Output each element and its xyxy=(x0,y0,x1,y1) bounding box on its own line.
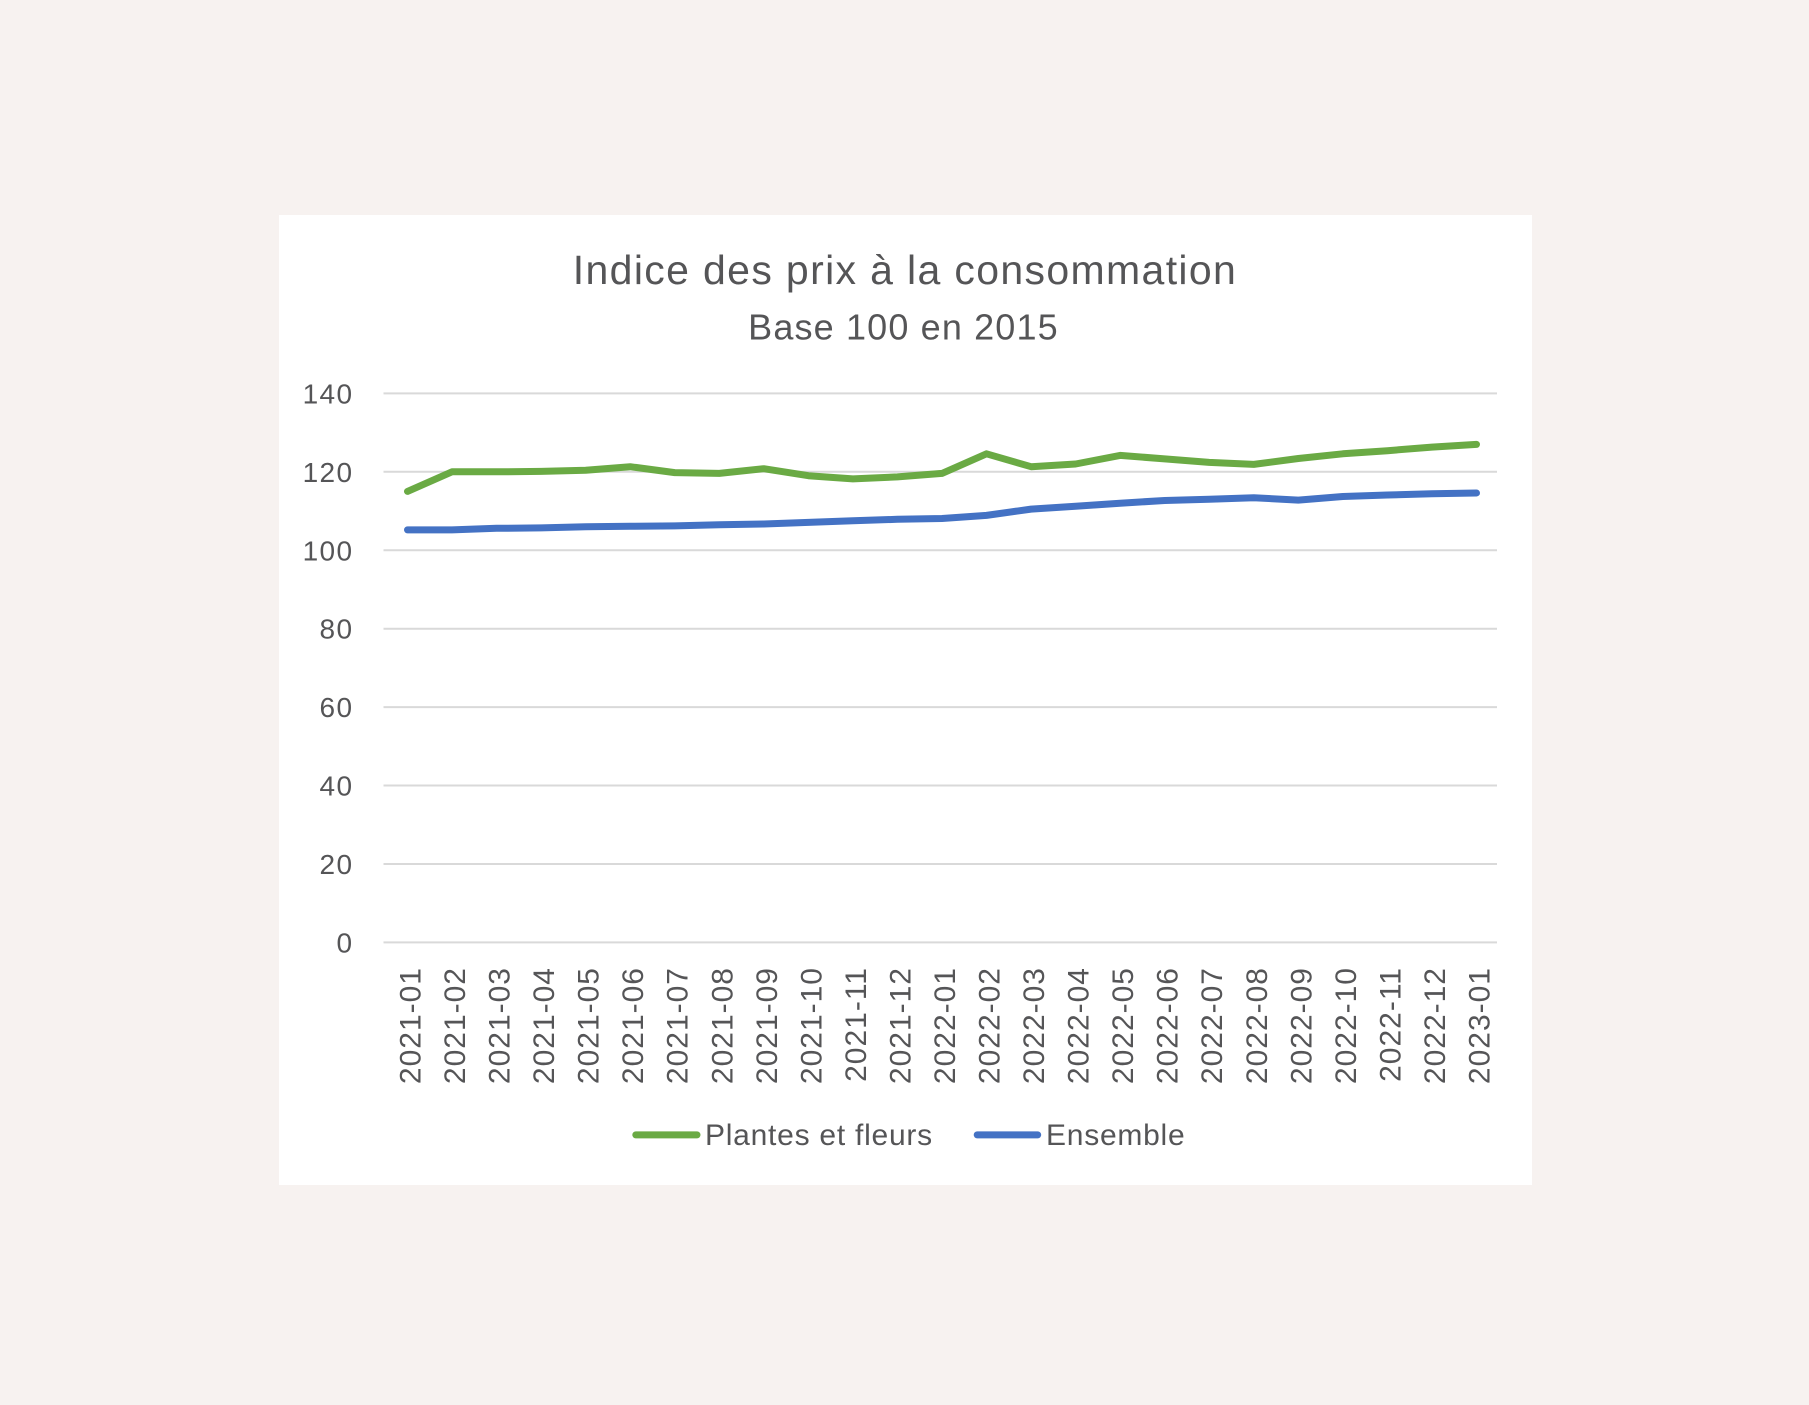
svg-text:100: 100 xyxy=(303,535,354,566)
svg-text:2022-10: 2022-10 xyxy=(1330,967,1363,1084)
svg-text:2022-06: 2022-06 xyxy=(1152,967,1185,1084)
svg-text:2022-12: 2022-12 xyxy=(1419,967,1452,1084)
svg-text:2022-05: 2022-05 xyxy=(1107,967,1140,1084)
svg-text:40: 40 xyxy=(320,771,354,802)
svg-text:80: 80 xyxy=(320,614,354,645)
svg-text:2022-04: 2022-04 xyxy=(1063,967,1096,1084)
svg-text:2021-12: 2021-12 xyxy=(884,967,917,1084)
svg-text:2021-09: 2021-09 xyxy=(751,967,784,1084)
svg-text:0: 0 xyxy=(337,927,354,958)
svg-text:2021-11: 2021-11 xyxy=(840,967,873,1082)
svg-text:2023-01: 2023-01 xyxy=(1464,967,1497,1084)
svg-text:2022-03: 2022-03 xyxy=(1018,967,1051,1084)
svg-text:2022-11: 2022-11 xyxy=(1374,967,1407,1082)
svg-text:Base 100 en 2015: Base 100 en 2015 xyxy=(748,307,1059,348)
svg-text:Ensemble: Ensemble xyxy=(1046,1119,1185,1152)
svg-text:140: 140 xyxy=(303,378,354,409)
svg-text:2021-07: 2021-07 xyxy=(662,967,695,1084)
svg-text:2022-09: 2022-09 xyxy=(1285,967,1318,1084)
svg-text:2022-07: 2022-07 xyxy=(1196,967,1229,1084)
svg-text:2021-05: 2021-05 xyxy=(573,967,606,1084)
svg-text:120: 120 xyxy=(303,457,354,488)
svg-text:2021-03: 2021-03 xyxy=(484,967,517,1084)
svg-text:2021-06: 2021-06 xyxy=(617,967,650,1084)
svg-text:2021-08: 2021-08 xyxy=(706,967,739,1084)
svg-text:2021-10: 2021-10 xyxy=(795,967,828,1084)
svg-text:2021-04: 2021-04 xyxy=(528,967,561,1084)
svg-text:Indice des prix à la consommat: Indice des prix à la consommation xyxy=(573,247,1237,293)
svg-text:2021-01: 2021-01 xyxy=(395,967,428,1084)
svg-text:2022-01: 2022-01 xyxy=(929,967,962,1084)
svg-text:2021-02: 2021-02 xyxy=(439,967,472,1084)
svg-text:60: 60 xyxy=(320,692,354,723)
svg-text:2022-02: 2022-02 xyxy=(974,967,1007,1084)
svg-text:20: 20 xyxy=(320,849,354,880)
svg-text:Plantes et fleurs: Plantes et fleurs xyxy=(705,1119,933,1152)
svg-text:2022-08: 2022-08 xyxy=(1241,967,1274,1084)
